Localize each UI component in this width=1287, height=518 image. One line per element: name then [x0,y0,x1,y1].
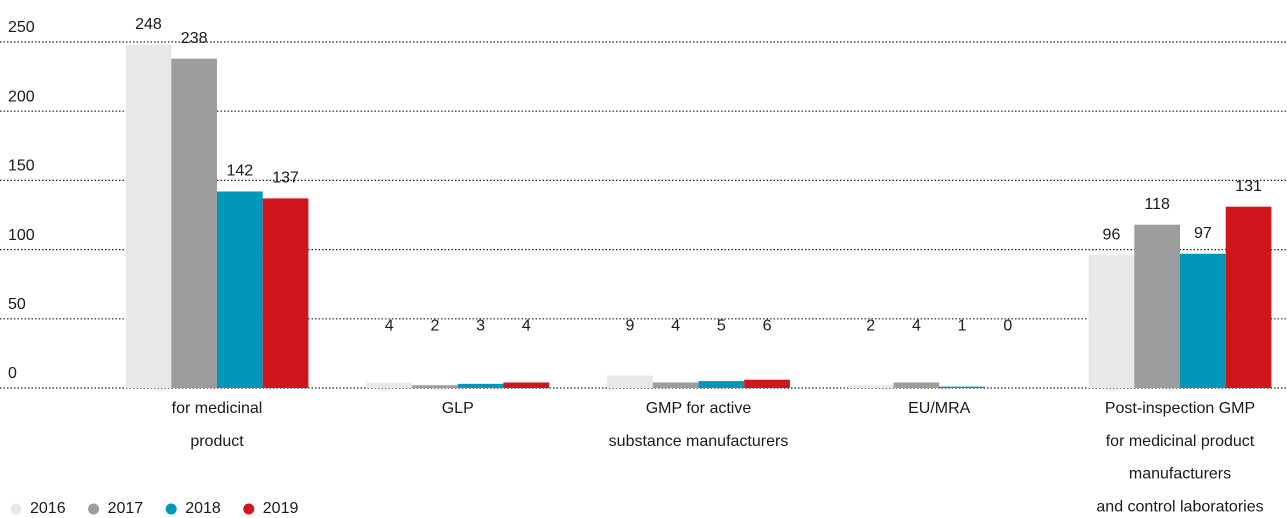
bar [503,382,550,388]
value-label: 118 [1144,196,1170,213]
bar [939,386,985,388]
x-tick-label: Post-inspection GMP [1105,400,1255,417]
bar [1088,255,1135,388]
x-tick-label: GMP for active [646,400,752,417]
value-label: 131 [1235,178,1262,195]
legend-swatch [10,503,22,515]
bar [366,382,413,388]
legend-label: 2018 [185,500,221,517]
legend-label: 2017 [108,500,144,517]
value-label: 6 [763,318,772,335]
bar [893,382,940,388]
bar [217,191,263,388]
bar [744,379,790,388]
value-label: 4 [912,318,921,335]
y-tick-label: 50 [8,296,26,313]
value-label: 9 [625,318,634,335]
bar [847,385,894,388]
legend-label: 2019 [263,500,299,517]
bar [262,198,309,388]
bar [698,381,745,388]
x-tick-label: and control laboratories [1096,498,1263,515]
value-label: 142 [226,163,253,180]
value-label: 3 [476,318,485,335]
x-tick-label: manufacturers [1129,466,1231,483]
bar [412,385,458,388]
value-label: 5 [717,318,726,335]
value-label: 0 [1003,318,1012,335]
bar [1180,253,1226,388]
value-label: 4 [671,318,680,335]
value-label: 4 [385,318,394,335]
value-label: 96 [1103,226,1121,243]
x-tick-label: for medicinal [172,400,263,417]
legend-swatch [88,503,100,515]
y-tick-label: 250 [8,19,35,36]
bar [652,382,699,388]
value-label: 1 [958,318,967,335]
y-tick-label: 100 [8,227,35,244]
bar [457,383,504,388]
bar [607,375,653,388]
legend-swatch [243,503,255,515]
y-tick-label: 200 [8,88,35,105]
x-tick-label: product [190,433,244,450]
bar [171,58,217,388]
value-label: 2 [430,318,439,335]
legend-swatch [165,503,177,515]
value-label: 137 [272,170,299,187]
value-label: 4 [522,318,531,335]
bar [1225,206,1272,388]
x-tick-label: substance manufacturers [609,433,789,450]
y-tick-label: 0 [8,365,17,382]
x-tick-label: for medicinal product [1106,433,1255,450]
bar [125,44,172,388]
legend-label: 2016 [30,500,66,517]
bar [1134,224,1180,388]
value-label: 97 [1194,225,1212,242]
x-tick-label: EU/MRA [908,400,971,417]
value-label: 248 [135,16,162,33]
x-tick-label: GLP [442,400,474,417]
y-tick-label: 150 [8,158,35,175]
value-label: 238 [181,30,208,47]
value-label: 2 [866,318,875,335]
